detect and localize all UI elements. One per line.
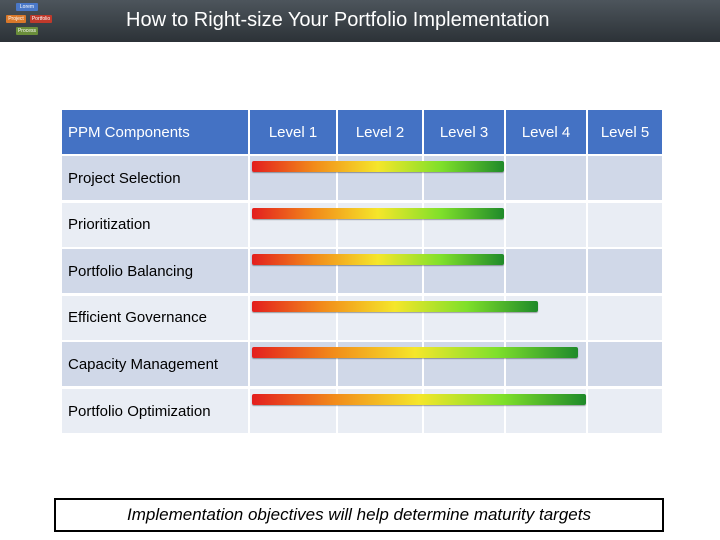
header-level-2: Level 2 — [338, 110, 422, 154]
header-level-1: Level 1 — [250, 110, 336, 154]
row-label: Project Selection — [62, 156, 248, 200]
row-label: Portfolio Optimization — [62, 389, 248, 433]
table-cell — [588, 295, 662, 340]
table-cell — [588, 202, 662, 247]
logo-box-2: Project — [6, 15, 26, 23]
table-cell — [506, 156, 586, 200]
maturity-bar — [252, 207, 504, 219]
maturity-bar — [252, 394, 586, 405]
table-cell — [506, 249, 586, 294]
table-cell — [588, 342, 662, 387]
table-cell — [506, 202, 586, 247]
logo: Lorem Project Portfolio Process — [6, 3, 52, 39]
title-bar: Lorem Project Portfolio Process How to R… — [0, 0, 720, 42]
row-label: Prioritization — [62, 202, 248, 247]
table-cell — [588, 249, 662, 294]
row-label: Capacity Management — [62, 342, 248, 387]
table-cell — [588, 389, 662, 433]
header-level-3: Level 3 — [424, 110, 504, 154]
logo-box-3: Portfolio — [30, 15, 52, 23]
maturity-bar — [252, 347, 578, 359]
table-cell — [588, 156, 662, 200]
maturity-bar — [252, 300, 538, 312]
logo-box-4: Process — [16, 27, 38, 35]
header-level-5: Level 5 — [588, 110, 662, 154]
page-title: How to Right-size Your Portfolio Impleme… — [126, 9, 550, 31]
row-label: Portfolio Balancing — [62, 249, 248, 294]
header-components: PPM Components — [62, 110, 248, 154]
maturity-bar — [252, 161, 504, 172]
row-label: Efficient Governance — [62, 295, 248, 340]
footer-caption: Implementation objectives will help dete… — [54, 498, 664, 532]
header-level-4: Level 4 — [506, 110, 586, 154]
logo-box-1: Lorem — [16, 3, 38, 11]
maturity-bar — [252, 254, 504, 266]
